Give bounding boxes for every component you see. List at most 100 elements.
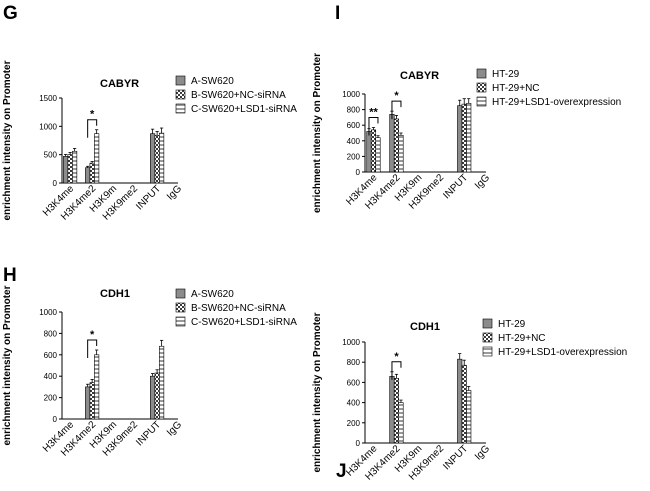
bar	[72, 150, 78, 184]
bar	[94, 354, 100, 420]
y-tick-label: 600	[347, 378, 361, 387]
bar	[159, 132, 165, 184]
y-tick-label: 1000	[342, 90, 360, 99]
x-tick-label: IgG	[165, 183, 184, 202]
y-axis-label: enrichment intensity on Promoter	[312, 53, 323, 213]
chart-title: CABYR	[100, 78, 139, 90]
y-tick-label: 200	[347, 152, 361, 161]
panel-label: J	[336, 461, 347, 482]
x-tick-label: IgG	[165, 419, 184, 438]
legend-label: A-SW620	[191, 289, 234, 300]
y-tick-label: 1000	[342, 338, 360, 347]
y-tick-label: 400	[44, 372, 58, 381]
significance-marker: *	[394, 90, 399, 102]
y-tick-label: 800	[347, 106, 361, 115]
y-axis-label: enrichment intensity on Promoter	[312, 312, 323, 472]
legend-swatch	[175, 103, 186, 114]
bar	[150, 375, 156, 420]
y-tick-label: 0	[356, 439, 361, 448]
significance-bracket	[87, 119, 98, 138]
bar	[85, 386, 91, 420]
legend-swatch	[476, 96, 487, 107]
significance-marker: **	[369, 107, 378, 119]
legend-swatch	[175, 89, 186, 100]
legend-swatch	[175, 302, 186, 313]
legend-swatch	[476, 68, 487, 79]
x-tick-label: INPUT	[134, 419, 163, 448]
bar	[466, 103, 472, 173]
x-tick-label: IgG	[473, 443, 492, 462]
x-tick-label: IgG	[473, 172, 492, 191]
legend-swatch	[476, 82, 487, 93]
panel-label: I	[335, 3, 340, 24]
y-tick-label: 400	[347, 137, 361, 146]
legend-label: B-SW620+NC-siRNA	[191, 90, 286, 101]
panel-J: J CDH1 enrichment intensity on Promoter 0 20…	[312, 312, 627, 482]
bar	[67, 154, 73, 184]
bar	[154, 372, 160, 420]
bar	[159, 345, 165, 420]
legend-label: HT-29+NC	[498, 333, 546, 344]
legend-label: B-SW620+NC-siRNA	[191, 303, 286, 314]
y-tick-label: 0	[356, 168, 361, 177]
legend-label: HT-29	[492, 69, 520, 80]
legend-label: HT-29+NC	[492, 83, 540, 94]
legend-swatch	[482, 332, 493, 343]
bar	[461, 364, 467, 444]
y-tick-label: 800	[44, 329, 58, 338]
y-tick-label: 600	[44, 351, 58, 360]
significance-bracket	[368, 117, 379, 136]
legend-label: A-SW620	[191, 76, 234, 87]
significance-marker: *	[394, 351, 399, 363]
chart-title: CDH1	[410, 321, 440, 333]
legend-label: C-SW620+LSD1-siRNA	[191, 317, 297, 328]
bar	[393, 378, 400, 444]
bar	[461, 103, 467, 173]
bar	[457, 358, 463, 444]
legend-label: C-SW620+LSD1-siRNA	[191, 104, 297, 115]
bar	[370, 129, 377, 173]
y-tick-label: 600	[347, 121, 361, 130]
bar	[89, 382, 95, 420]
bar	[389, 113, 395, 173]
legend-label: HT-29	[498, 319, 526, 330]
panel-G: G CABYR enrichment intensity on Promoter 0 5…	[2, 3, 297, 223]
chart-title: CABYR	[400, 70, 439, 82]
panel-H: H CDH1 enrichment intensity on Promoter 0 20…	[2, 265, 297, 459]
significance-bracket	[391, 100, 402, 120]
bar	[389, 376, 395, 444]
y-tick-label: 1000	[39, 308, 57, 317]
x-tick-label: INPUT	[441, 172, 470, 201]
y-tick-label: 800	[347, 358, 361, 367]
bar	[398, 402, 404, 444]
legend-swatch	[482, 346, 493, 357]
significance-bracket	[87, 339, 98, 358]
bar	[366, 131, 372, 173]
bar	[63, 156, 69, 184]
y-tick-label: 400	[347, 399, 361, 408]
y-tick-label: 500	[44, 151, 58, 160]
chart-title: CDH1	[100, 288, 130, 300]
legend-swatch	[175, 288, 186, 299]
panel-I: I CABYR enrichment intensity on Promoter 0 2…	[312, 3, 621, 213]
y-tick-label: 200	[347, 419, 361, 428]
significance-bracket	[391, 361, 402, 380]
legend-swatch	[482, 318, 493, 329]
y-tick-label: 200	[44, 394, 58, 403]
legend-swatch	[175, 316, 186, 327]
bar	[466, 390, 472, 444]
legend-label: HT-29+LSD1-overexpression	[492, 97, 621, 108]
x-tick-label: INPUT	[441, 443, 470, 472]
y-tick-label: 1000	[39, 122, 57, 131]
bar	[375, 137, 381, 173]
bar	[150, 133, 156, 184]
x-tick-label: INPUT	[134, 183, 163, 212]
panel-label: G	[3, 3, 18, 24]
y-axis-label: enrichment intensity on Promoter	[2, 60, 13, 220]
bar	[94, 133, 100, 184]
legend-label: HT-29+LSD1-overexpression	[498, 347, 627, 358]
bar	[398, 135, 404, 173]
legend-swatch	[175, 75, 186, 86]
y-tick-label: 0	[53, 179, 58, 188]
